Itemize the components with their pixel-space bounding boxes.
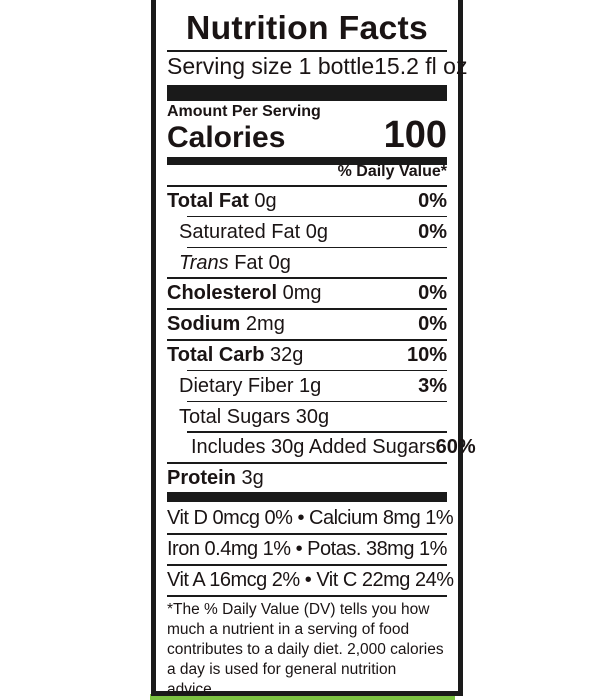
amount-per-serving: Amount Per Serving (167, 103, 447, 121)
vitamin-row: Iron 0.4mg 1% • Potas. 38mg 1% (167, 538, 447, 560)
serving-label: Serving size (167, 53, 293, 79)
nutrient-amount: 3g (241, 467, 264, 490)
nutrient-amount: 0g (254, 190, 277, 212)
divider (187, 215, 447, 218)
nutrient-amount: 2mg (245, 313, 285, 336)
nutrient-name: Total Sugars (179, 405, 291, 428)
nutrient-row: Dietary Fiber 1g 3% (167, 371, 447, 401)
dv-header: % Daily Value* (167, 163, 447, 181)
thick-divider (167, 157, 447, 165)
nutrient-row: Includes 30g Added Sugars 60% (167, 432, 476, 462)
nutrient-name-rest: Fat (234, 251, 264, 274)
thick-divider (167, 85, 447, 101)
nutrient-row: Total Carb 32g 10% (167, 340, 447, 370)
nutrient-name: Cholesterol (167, 282, 278, 305)
nutrient-row: Total Sugars 30g (167, 402, 447, 432)
serving-size: 1 bottle (298, 53, 375, 79)
nutrient-dv: 0% (418, 313, 447, 336)
divider (167, 50, 447, 52)
divider (187, 431, 447, 433)
footnote: *The % Daily Value (DV) tells you how mu… (167, 601, 444, 698)
calories-value: 100 (383, 114, 447, 156)
divider (187, 246, 447, 249)
vitamin-row: Vit A 16mcg 2% • Vit C 22mg 24% (167, 569, 454, 591)
nutrient-name: Total Carb (167, 344, 265, 366)
nutrient-dv: 0% (418, 190, 447, 212)
nutrient-amount: 0g (268, 251, 291, 274)
nutrient-amount: 0mg (282, 282, 322, 305)
divider (167, 308, 447, 310)
nutrient-name: Total Fat (167, 190, 249, 212)
nutrient-row: Trans Fat 0g (167, 248, 447, 278)
nutrient-name: Sodium (167, 313, 241, 336)
thick-divider (167, 492, 447, 502)
divider (187, 400, 447, 403)
divider (167, 462, 447, 464)
divider (187, 369, 447, 372)
calories-row: Calories 100 (167, 114, 447, 156)
divider (167, 185, 447, 187)
green-strip (150, 694, 455, 700)
nutrient-name: Protein (167, 467, 236, 490)
dv-header-text: % Daily Value* (337, 163, 447, 180)
nutrient-dv: 3% (418, 374, 447, 397)
divider (167, 595, 447, 597)
divider (167, 277, 447, 279)
divider (167, 564, 447, 566)
nutrient-row: Protein 3g (167, 463, 447, 493)
nutrient-name: Trans (179, 251, 229, 274)
nutrient-name: Saturated Fat (179, 220, 301, 243)
serving-amount: 15.2 fl oz (374, 53, 468, 79)
nutrient-dv: 0% (418, 282, 447, 305)
label-title: Nutrition Facts (185, 9, 429, 46)
calories-label: Calories (167, 121, 286, 154)
divider (167, 339, 447, 341)
nutrition-facts-label: Nutrition Facts Serving size 1 bottle 15… (151, 0, 476, 698)
nutrient-name: Includes 30g Added Sugars (191, 436, 436, 459)
divider (167, 533, 447, 535)
nutrient-row: Total Fat 0g 0% (167, 186, 447, 216)
serving-size-row: Serving size 1 bottle 15.2 fl oz (167, 51, 467, 81)
nutrient-amount: 30g (295, 405, 330, 428)
vitamin-row: Vit D 0mcg 0% • Calcium 8mg 1% (167, 507, 454, 529)
nutrient-amount: 0g (305, 220, 328, 243)
nutrient-amount: 32g (269, 344, 304, 366)
nutrient-dv: 60% (435, 436, 476, 459)
nutrient-row: Saturated Fat 0g 0% (167, 217, 447, 247)
nutrient-dv: 0% (418, 220, 447, 243)
nutrient-amount: 1g (299, 374, 322, 397)
nutrient-dv: 10% (406, 344, 447, 366)
nutrient-name: Dietary Fiber (179, 374, 294, 397)
nutrient-row: Sodium 2mg 0% (167, 309, 447, 339)
nutrient-row: Cholesterol 0mg 0% (167, 278, 447, 308)
amount-per-serving-text: Amount Per Serving (167, 103, 321, 120)
